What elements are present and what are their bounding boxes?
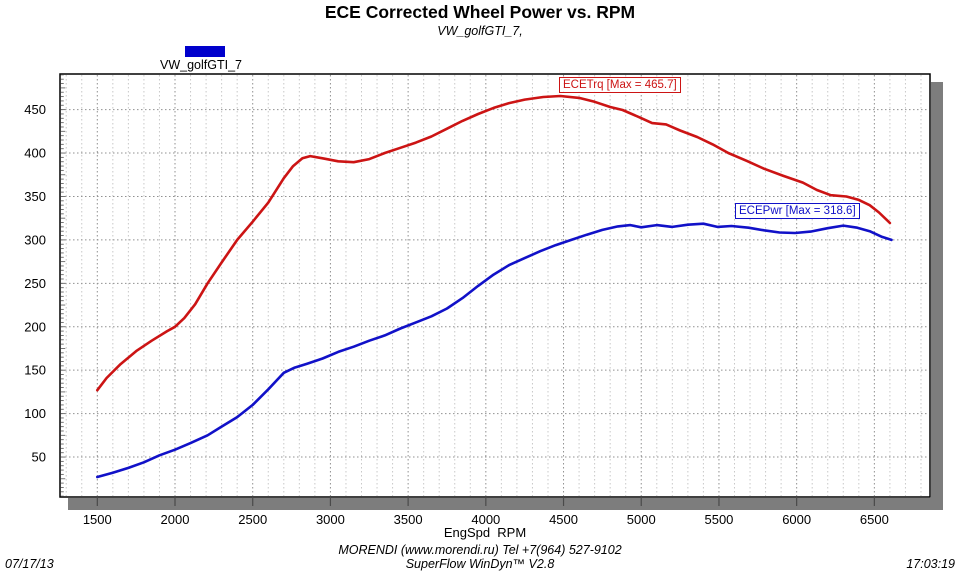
svg-text:6500: 6500 <box>860 512 889 527</box>
x-axis-title: EngSpd RPM <box>443 525 527 540</box>
plot-drop-shadow <box>68 82 943 510</box>
svg-text:450: 450 <box>24 102 46 117</box>
svg-text:250: 250 <box>24 276 46 291</box>
svg-text:150: 150 <box>24 363 46 378</box>
svg-text:5000: 5000 <box>627 512 656 527</box>
legend-label: VW_golfGTI_7 <box>160 58 242 72</box>
svg-text:300: 300 <box>24 232 46 247</box>
power-curve <box>96 222 893 479</box>
torque-curve <box>96 94 892 392</box>
y-tick-labels: 50 100 150 200 250 300 350 400 450 <box>24 102 46 464</box>
footer-time: 17:03:19 <box>906 557 955 571</box>
axis-ticks <box>60 74 875 506</box>
svg-text:6000: 6000 <box>782 512 811 527</box>
svg-text:100: 100 <box>24 406 46 421</box>
svg-text:3000: 3000 <box>316 512 345 527</box>
footer-date: 07/17/13 <box>5 557 54 571</box>
chart-title: ECE Corrected Wheel Power vs. RPM <box>324 2 636 22</box>
power-max-annotation: ECEPwr [Max = 318.6] <box>735 203 860 219</box>
svg-text:400: 400 <box>24 146 46 161</box>
gridlines-major <box>61 75 929 496</box>
svg-text:4500: 4500 <box>549 512 578 527</box>
chart-subtitle: VW_golfGTI_7, <box>437 24 523 38</box>
footer-shop-info: MORENDI (www.morendi.ru) Tel +7(964) 527… <box>338 543 622 557</box>
svg-text:350: 350 <box>24 189 46 204</box>
svg-text:5500: 5500 <box>704 512 733 527</box>
legend-swatch <box>185 46 225 57</box>
svg-text:200: 200 <box>24 319 46 334</box>
svg-text:50: 50 <box>32 450 46 465</box>
svg-text:1500: 1500 <box>83 512 112 527</box>
svg-text:2000: 2000 <box>161 512 190 527</box>
plot-background-border <box>59 73 931 498</box>
svg-text:3500: 3500 <box>394 512 423 527</box>
svg-text:4000: 4000 <box>471 512 500 527</box>
svg-text:2500: 2500 <box>238 512 267 527</box>
torque-max-annotation: ECETrq [Max = 465.7] <box>559 77 681 93</box>
footer-software: SuperFlow WinDyn™ V2.8 <box>405 557 555 571</box>
x-tick-labels: 1500 2000 2500 3000 3500 4000 4500 5000 5500 6000… <box>83 512 889 527</box>
